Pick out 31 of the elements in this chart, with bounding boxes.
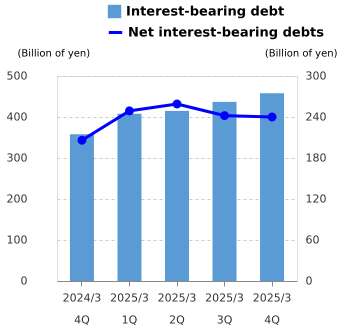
point <box>172 100 182 108</box>
y-tick-label: 300 <box>6 152 28 164</box>
point <box>220 111 229 120</box>
legend-label: Net interest-bearing debts <box>128 26 324 40</box>
y2-tick-label: 180 <box>306 152 326 164</box>
y-tick-label: 100 <box>6 234 28 246</box>
bar <box>260 93 284 281</box>
x-tick-label: 2024/3 4Q <box>62 292 102 326</box>
bar <box>117 114 142 281</box>
point <box>125 106 134 116</box>
y-tick-label: 200 <box>6 192 28 206</box>
point <box>77 136 86 145</box>
x-tick-label: 2025/3 1Q <box>110 292 149 326</box>
y-tick-label: 500 <box>6 70 28 82</box>
x-tick-label: 2025/3 4Q <box>252 292 292 326</box>
y-tick-label: 0 <box>20 274 28 288</box>
y-tick-label: 400 <box>6 110 28 124</box>
y2-tick-label: 0 <box>306 274 312 288</box>
x-tick-label: 2025/3 2Q <box>158 292 196 326</box>
bar <box>212 102 237 281</box>
y2-tick-label: 120 <box>306 192 326 206</box>
y2-tick-label: 300 <box>306 70 326 82</box>
y2-tick-label: 240 <box>306 110 326 124</box>
y2-axis-title: (Billion of yen) <box>264 48 338 60</box>
bar <box>70 134 94 281</box>
y2-tick-label: 60 <box>306 234 320 246</box>
point <box>268 112 277 122</box>
bar <box>165 110 189 281</box>
y-axis-title: (Billion of yen) <box>18 48 90 60</box>
legend-label: Interest-bearing debt <box>126 4 284 20</box>
x-tick-label: 2025/3 3Q <box>205 292 244 326</box>
